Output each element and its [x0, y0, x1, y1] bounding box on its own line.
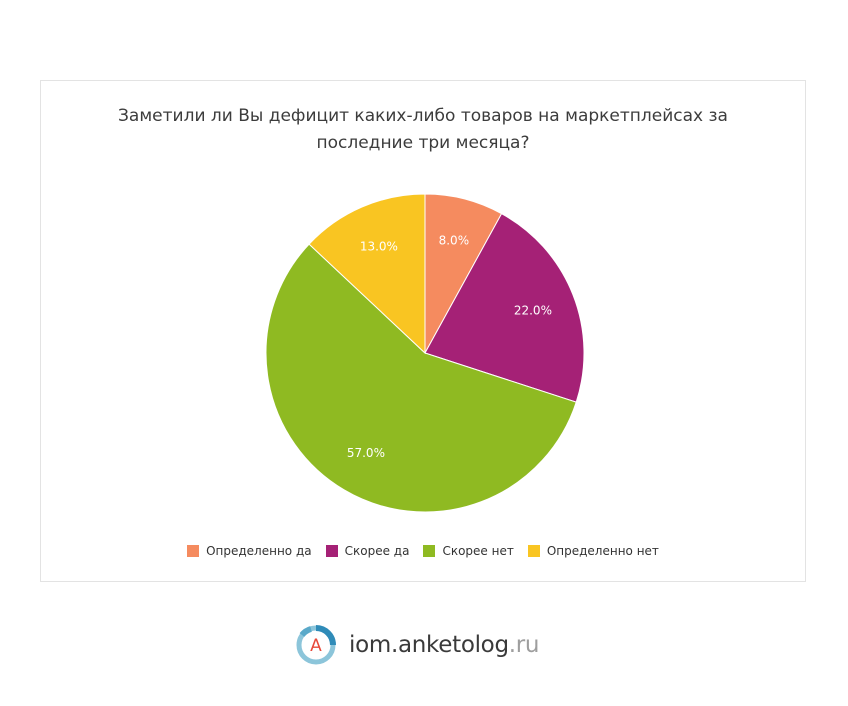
brand-name: iom.anketolog.ru [349, 632, 540, 658]
legend-swatch [187, 545, 200, 557]
chart-title: Заметили ли Вы дефицит каких-либо товаро… [118, 106, 728, 153]
legend-label: Определенно да [206, 544, 312, 558]
legend-item-1[interactable]: Скорее да [325, 544, 410, 558]
legend-item-2[interactable]: Скорее нет [423, 544, 514, 558]
legend-swatch [527, 545, 540, 557]
legend-label: Определенно нет [546, 544, 659, 558]
logo-letter: A [310, 636, 322, 656]
brand-domain: .ru [508, 632, 540, 658]
legend-label: Скорее да [344, 544, 410, 558]
pie-slice-1[interactable] [424, 212, 585, 403]
legend-item-3[interactable]: Определенно нет [527, 544, 659, 558]
pie-slice-3[interactable] [308, 193, 426, 355]
slice-value-label-0: 8.0% [439, 234, 470, 248]
pie-chart: 8.0% 22.0% 57.0% 13.0% [265, 193, 585, 513]
brand-footer: A iom.anketolog.ru [293, 622, 540, 668]
slice-value-label-2: 57.0% [347, 446, 385, 460]
chart-legend: Определенно да Скорее да Скорее нет Определ… [41, 544, 805, 558]
legend-swatch [423, 545, 436, 557]
brand-name-main: iom.anketolog [349, 632, 509, 658]
pie-slice-2[interactable] [265, 243, 577, 513]
slice-value-label-3: 13.0% [360, 239, 398, 253]
anketolog-logo-icon: A [296, 625, 336, 665]
slice-value-label-1: 22.0% [514, 303, 552, 317]
legend-label: Скорее нет [442, 544, 514, 558]
legend-item-0[interactable]: Определенно да [187, 544, 312, 558]
legend-swatch [325, 545, 338, 557]
chart-card: Заметили ли Вы дефицит каких-либо товаро… [40, 80, 806, 582]
